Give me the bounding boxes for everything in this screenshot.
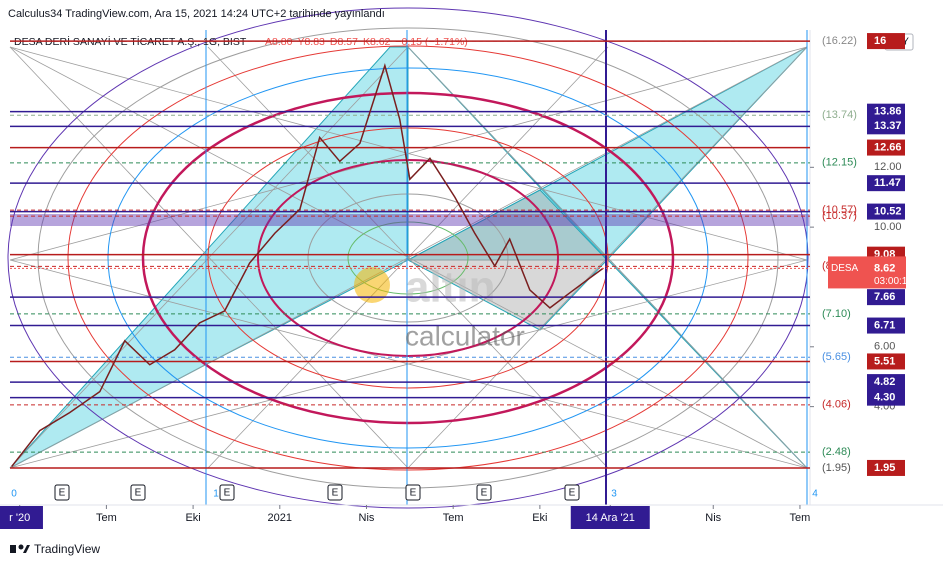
fib-label: (12.15): [822, 157, 857, 169]
last-price-box: [828, 256, 906, 289]
event-label: E: [569, 488, 576, 499]
level-label: 6.71: [874, 319, 895, 331]
y-tick-label: 12.00: [874, 161, 902, 173]
price-line: [11, 62, 604, 467]
watermark-logo-icon: [354, 267, 390, 303]
level-label: 13.86: [874, 106, 902, 118]
event-label: E: [224, 488, 231, 499]
level-box: [867, 139, 905, 156]
last-price-name: DESA: [831, 263, 859, 274]
level-label: 12.66: [874, 141, 902, 153]
event-marker: [564, 484, 580, 501]
level-box: [867, 203, 905, 220]
event-marker: [476, 484, 492, 501]
fib-label: (7.10): [822, 308, 851, 320]
fib-label: (5.65): [822, 351, 851, 363]
countdown: 03:00:16: [874, 276, 913, 287]
x-tick-label: Eki: [185, 512, 200, 524]
level-label: 4.82: [874, 376, 895, 388]
geometry: [7, 7, 810, 509]
event-label: E: [135, 488, 142, 499]
event-marker: [54, 484, 70, 501]
level-box: [867, 103, 905, 120]
level-label: 5.51: [874, 355, 895, 367]
x-tick-highlight: [0, 506, 43, 529]
time-zone-label: 3: [611, 489, 617, 500]
level-box: [867, 33, 905, 50]
time-zone-label: 1: [213, 489, 219, 500]
event-marker: [130, 484, 146, 501]
level-box: [867, 118, 905, 135]
level-label: 11.47: [874, 177, 901, 189]
event-label: E: [410, 488, 417, 499]
footer-logo: [10, 544, 30, 553]
x-tick-label: Nis: [359, 512, 375, 524]
fib-label: (10.37): [822, 210, 857, 222]
fib-label: (4.06): [822, 399, 851, 411]
level-box: [867, 289, 905, 306]
fib-label: (1.95): [822, 462, 851, 474]
x-tick-label: r '20: [9, 512, 30, 524]
fib-label: (10.57): [822, 204, 857, 216]
fib-label: (16.22): [822, 35, 857, 47]
x-tick-label: Tem: [443, 512, 464, 524]
x-tick-label: 14 Ara '21: [586, 512, 635, 524]
x-tick-highlight: [570, 506, 650, 529]
fib-label: (2.48): [822, 446, 851, 458]
time-zone-label: 4: [812, 489, 818, 500]
level-label: 7.66: [874, 291, 895, 303]
fib-label: (13.74): [822, 109, 857, 121]
last-price-label: 8.62: [874, 262, 895, 274]
level-box: [867, 353, 905, 370]
level-label: 1.95: [874, 462, 895, 474]
event-marker: [405, 484, 421, 501]
level-box: [867, 317, 905, 334]
x-tick-label: Eki: [532, 512, 547, 524]
level-box: [867, 175, 905, 192]
watermark-logo: altın: [405, 263, 495, 312]
x-tick-label: Tem: [96, 512, 117, 524]
x-tick-label: Nis: [705, 512, 721, 524]
level-label: 16: [874, 35, 886, 47]
level-label: 4.30: [874, 392, 895, 404]
time-zone-label: 0: [11, 489, 17, 500]
event-marker: [219, 484, 235, 501]
level-label: 10.52: [874, 205, 902, 217]
level-box: [867, 459, 905, 476]
event-label: E: [59, 488, 66, 499]
level-box: [867, 389, 905, 406]
level-label: 13.37: [874, 120, 902, 132]
y-tick-label: 10.00: [874, 221, 902, 233]
y-tick-label: 6.00: [874, 341, 895, 353]
level-box: [867, 374, 905, 391]
publisher: Calculus34 TradingView.com, Ara 15, 2021…: [8, 8, 385, 20]
event-marker: [327, 484, 343, 501]
event-label: E: [481, 488, 488, 499]
x-tick-label: Tem: [790, 512, 811, 524]
x-tick-label: 2021: [268, 512, 292, 524]
event-label: E: [332, 488, 339, 499]
footer: TradingView: [34, 542, 100, 556]
